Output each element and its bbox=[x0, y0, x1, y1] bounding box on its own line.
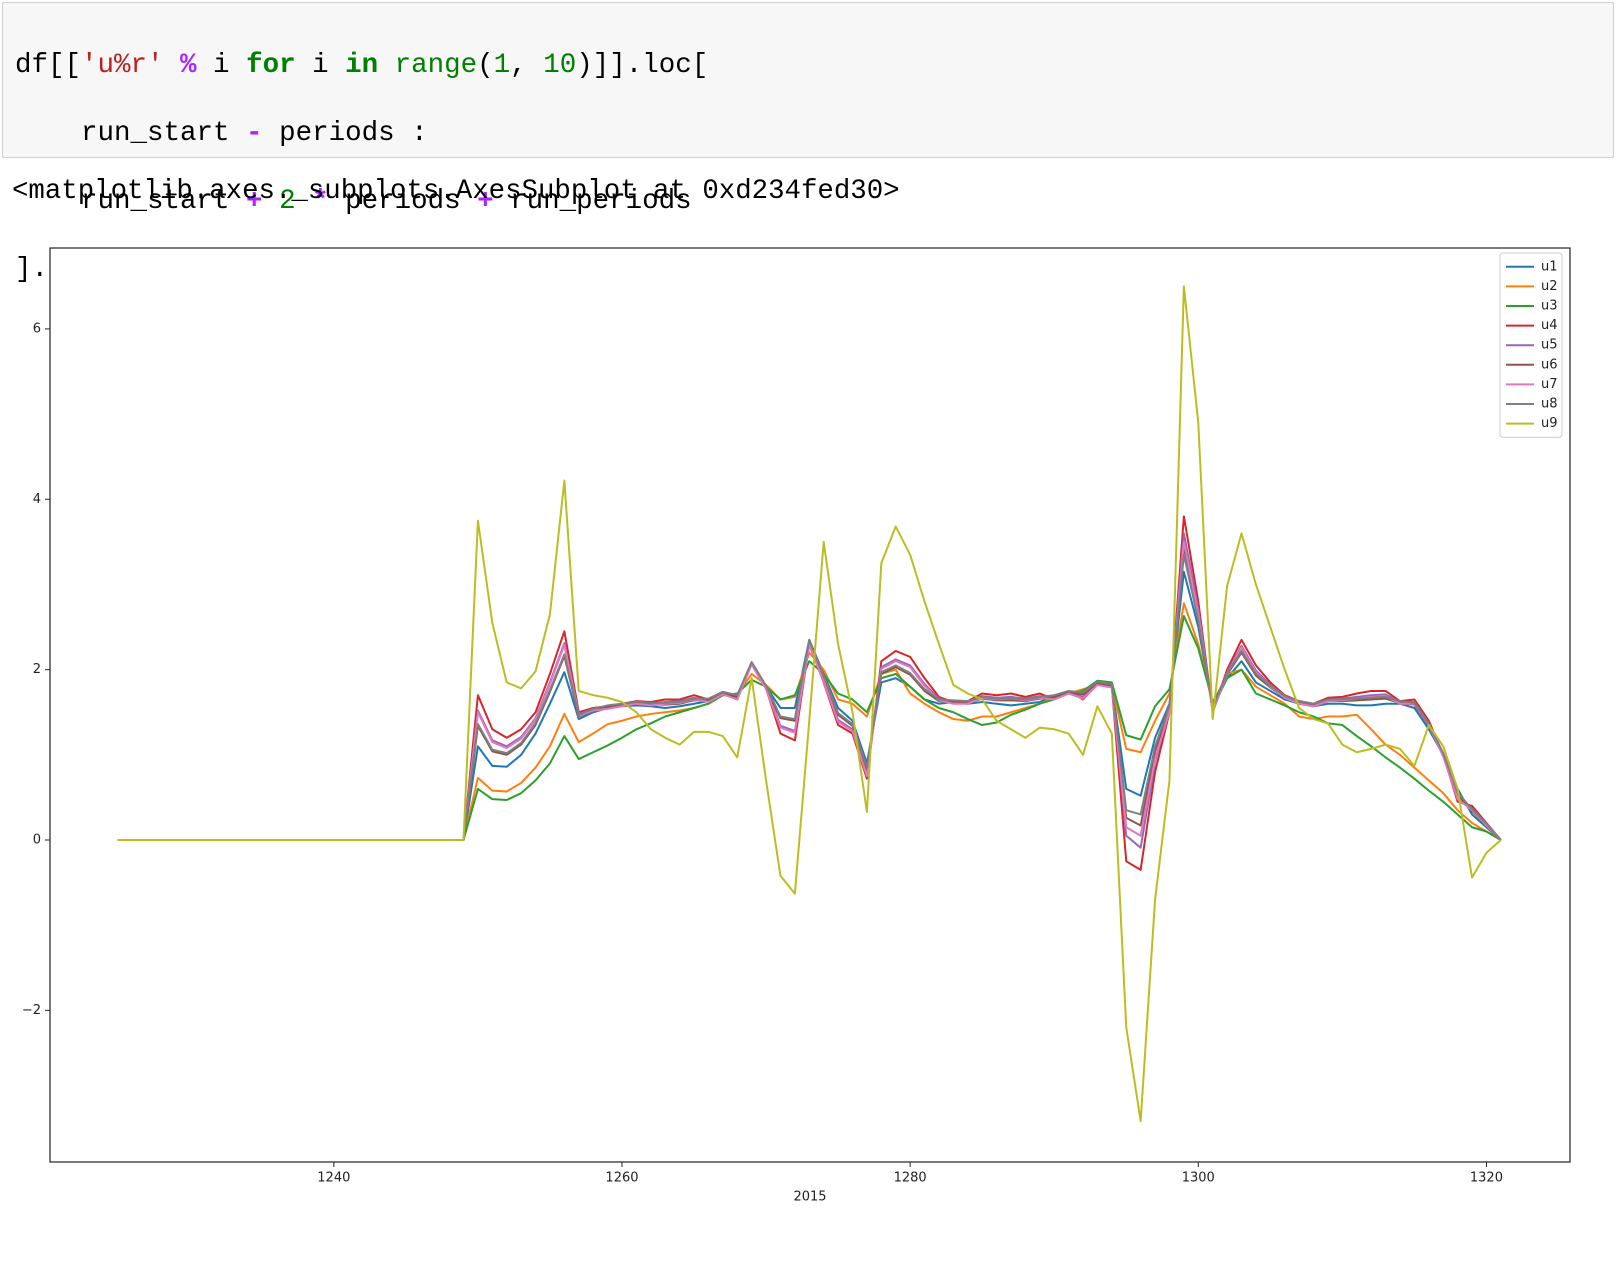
code-token: + bbox=[477, 186, 494, 217]
code-token: run_periods bbox=[493, 186, 692, 217]
y-tick-label: 2 bbox=[33, 662, 41, 677]
y-tick-label: 0 bbox=[33, 833, 41, 848]
code-token: periods : bbox=[262, 118, 428, 149]
code-token: 10 bbox=[543, 50, 577, 81]
code-token: i bbox=[295, 50, 346, 81]
code-token: ( bbox=[477, 50, 494, 81]
code-token: - bbox=[246, 118, 263, 149]
code-token: run_start bbox=[15, 186, 247, 217]
axes-frame bbox=[49, 247, 1571, 1163]
code-token: for bbox=[246, 50, 296, 81]
code-token: + bbox=[246, 186, 263, 217]
code-token: 'u%r' bbox=[81, 50, 164, 81]
x-axis-label: 2015 bbox=[793, 1190, 826, 1205]
legend-label: u5 bbox=[1541, 338, 1558, 353]
legend-label: u2 bbox=[1541, 279, 1558, 294]
series-line bbox=[117, 285, 1502, 1123]
code-token: range bbox=[378, 50, 478, 81]
code-token: 2 bbox=[262, 186, 296, 217]
legend-label: u6 bbox=[1541, 357, 1558, 372]
code-line: run_start + 2 * periods + run_periods bbox=[15, 185, 1613, 219]
code-line: run_start - periods : bbox=[15, 117, 1613, 151]
code-token: , bbox=[510, 50, 544, 81]
code-token: periods bbox=[328, 186, 478, 217]
code-token: * bbox=[295, 186, 329, 217]
x-tick-label: 1300 bbox=[1182, 1171, 1215, 1186]
legend-label: u1 bbox=[1541, 259, 1558, 274]
legend-label: u3 bbox=[1541, 299, 1558, 314]
code-token: df[[ bbox=[15, 50, 82, 81]
y-tick-label: 4 bbox=[33, 492, 41, 507]
code-line: df[['u%r' % i for i in range(1, 10)]].lo… bbox=[15, 49, 1613, 83]
code-token: in bbox=[345, 50, 379, 81]
x-tick-label: 1240 bbox=[317, 1171, 350, 1186]
legend-label: u8 bbox=[1541, 397, 1558, 412]
legend-label: u9 bbox=[1541, 416, 1558, 431]
legend-label: u4 bbox=[1541, 318, 1558, 333]
y-tick-label: −2 bbox=[22, 1003, 41, 1018]
code-token: 1 bbox=[493, 50, 511, 81]
legend-label: u7 bbox=[1541, 377, 1558, 392]
code-token: run_start bbox=[15, 118, 247, 149]
code-token: i bbox=[196, 50, 247, 81]
x-tick-label: 1320 bbox=[1470, 1171, 1503, 1186]
code-token: % bbox=[163, 50, 197, 81]
code-token: )]].loc[ bbox=[576, 50, 709, 81]
code-cell[interactable]: df[['u%r' % i for i in range(1, 10)]].lo… bbox=[2, 2, 1614, 285]
cell-output: <matplotlib.axes._subplots.AxesSubplot a… bbox=[12, 176, 900, 207]
x-tick-label: 1260 bbox=[605, 1171, 638, 1186]
y-tick-label: 6 bbox=[33, 321, 41, 336]
x-tick-label: 1280 bbox=[894, 1171, 927, 1186]
